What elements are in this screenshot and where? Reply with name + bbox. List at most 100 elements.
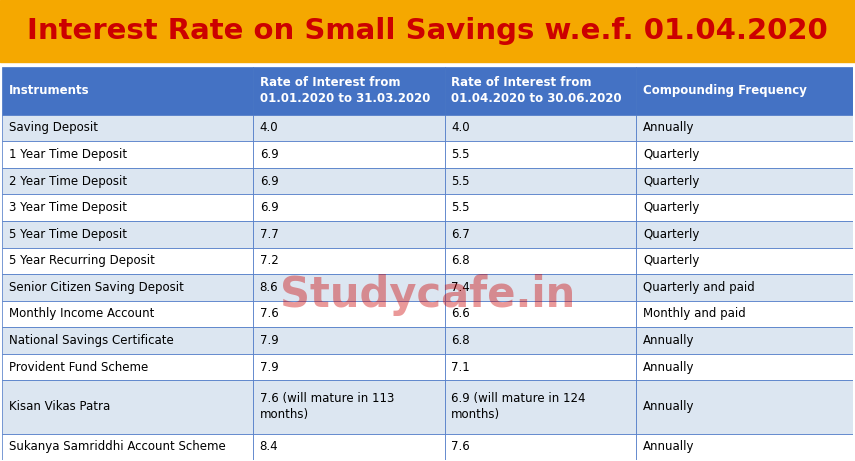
Text: Interest Rate on Small Savings w.e.f. 01.04.2020: Interest Rate on Small Savings w.e.f. 01… bbox=[27, 17, 828, 45]
Text: Saving Deposit: Saving Deposit bbox=[9, 121, 97, 135]
Bar bbox=[636, 221, 853, 248]
Bar bbox=[253, 274, 445, 301]
Bar bbox=[2, 433, 253, 460]
Bar bbox=[445, 433, 636, 460]
Text: Quarterly: Quarterly bbox=[643, 201, 699, 214]
Text: Quarterly: Quarterly bbox=[643, 254, 699, 267]
Bar bbox=[253, 380, 445, 433]
Text: Provident Fund Scheme: Provident Fund Scheme bbox=[9, 361, 148, 373]
Text: 4.0: 4.0 bbox=[260, 121, 279, 135]
Bar bbox=[2, 354, 253, 380]
Text: Monthly Income Account: Monthly Income Account bbox=[9, 307, 154, 320]
Bar bbox=[2, 301, 253, 327]
Bar bbox=[2, 67, 253, 115]
Text: 5.5: 5.5 bbox=[451, 175, 470, 188]
Text: Annually: Annually bbox=[643, 440, 694, 453]
Text: 8.6: 8.6 bbox=[260, 281, 279, 294]
Bar bbox=[253, 248, 445, 274]
Bar bbox=[2, 115, 253, 141]
Text: 7.2: 7.2 bbox=[260, 254, 279, 267]
Bar bbox=[445, 327, 636, 354]
Bar bbox=[2, 168, 253, 195]
Text: 7.9: 7.9 bbox=[260, 361, 279, 373]
Text: 5 Year Time Deposit: 5 Year Time Deposit bbox=[9, 228, 127, 241]
Bar bbox=[445, 380, 636, 433]
Text: Senior Citizen Saving Deposit: Senior Citizen Saving Deposit bbox=[9, 281, 184, 294]
Bar bbox=[2, 274, 253, 301]
Bar bbox=[445, 115, 636, 141]
Text: Instruments: Instruments bbox=[9, 84, 89, 97]
Bar bbox=[445, 248, 636, 274]
Text: Rate of Interest from
01.01.2020 to 31.03.2020: Rate of Interest from 01.01.2020 to 31.0… bbox=[260, 76, 430, 105]
Bar bbox=[636, 327, 853, 354]
Text: 7.7: 7.7 bbox=[260, 228, 279, 241]
Text: 5.5: 5.5 bbox=[451, 148, 470, 161]
Bar bbox=[636, 248, 853, 274]
Bar bbox=[636, 115, 853, 141]
Bar bbox=[2, 380, 253, 433]
Text: 6.7: 6.7 bbox=[451, 228, 470, 241]
Text: Monthly and paid: Monthly and paid bbox=[643, 307, 746, 320]
Bar bbox=[445, 274, 636, 301]
Bar bbox=[636, 141, 853, 168]
Text: 7.9: 7.9 bbox=[260, 334, 279, 347]
Bar bbox=[636, 301, 853, 327]
Text: Sukanya Samriddhi Account Scheme: Sukanya Samriddhi Account Scheme bbox=[9, 440, 225, 453]
Text: 6.9: 6.9 bbox=[260, 148, 279, 161]
Text: Quarterly and paid: Quarterly and paid bbox=[643, 281, 755, 294]
Bar bbox=[253, 115, 445, 141]
Bar bbox=[445, 221, 636, 248]
Text: 7.6: 7.6 bbox=[260, 307, 279, 320]
Bar bbox=[2, 195, 253, 221]
Text: Quarterly: Quarterly bbox=[643, 175, 699, 188]
Bar bbox=[2, 248, 253, 274]
Text: Kisan Vikas Patra: Kisan Vikas Patra bbox=[9, 401, 109, 414]
Bar bbox=[253, 168, 445, 195]
Bar bbox=[2, 221, 253, 248]
Bar bbox=[253, 195, 445, 221]
Text: Quarterly: Quarterly bbox=[643, 148, 699, 161]
Text: 6.9: 6.9 bbox=[260, 201, 279, 214]
Text: 4.0: 4.0 bbox=[451, 121, 470, 135]
Bar bbox=[253, 327, 445, 354]
Text: 5 Year Recurring Deposit: 5 Year Recurring Deposit bbox=[9, 254, 155, 267]
Bar bbox=[636, 354, 853, 380]
Text: 6.9: 6.9 bbox=[260, 175, 279, 188]
Bar bbox=[636, 168, 853, 195]
Text: 3 Year Time Deposit: 3 Year Time Deposit bbox=[9, 201, 127, 214]
Text: Annually: Annually bbox=[643, 334, 694, 347]
Text: 6.8: 6.8 bbox=[451, 254, 470, 267]
Bar bbox=[636, 67, 853, 115]
Text: Rate of Interest from
01.04.2020 to 30.06.2020: Rate of Interest from 01.04.2020 to 30.0… bbox=[451, 76, 622, 105]
Bar bbox=[2, 141, 253, 168]
Bar bbox=[445, 67, 636, 115]
Bar bbox=[253, 354, 445, 380]
Bar bbox=[445, 195, 636, 221]
Bar bbox=[2, 327, 253, 354]
Text: Studycafe.in: Studycafe.in bbox=[280, 274, 575, 316]
Text: Annually: Annually bbox=[643, 401, 694, 414]
Text: 7.4: 7.4 bbox=[451, 281, 470, 294]
Text: 7.6: 7.6 bbox=[451, 440, 470, 453]
Text: Annually: Annually bbox=[643, 361, 694, 373]
Text: 5.5: 5.5 bbox=[451, 201, 470, 214]
Text: 8.4: 8.4 bbox=[260, 440, 279, 453]
Bar bbox=[253, 433, 445, 460]
Text: 7.1: 7.1 bbox=[451, 361, 470, 373]
Text: 7.6 (will mature in 113
months): 7.6 (will mature in 113 months) bbox=[260, 392, 394, 421]
Text: 6.9 (will mature in 124
months): 6.9 (will mature in 124 months) bbox=[451, 392, 586, 421]
Bar bbox=[636, 433, 853, 460]
Bar bbox=[636, 195, 853, 221]
Bar bbox=[445, 168, 636, 195]
Bar bbox=[445, 141, 636, 168]
Text: 2 Year Time Deposit: 2 Year Time Deposit bbox=[9, 175, 127, 188]
Text: National Savings Certificate: National Savings Certificate bbox=[9, 334, 174, 347]
Bar bbox=[253, 67, 445, 115]
Text: 1 Year Time Deposit: 1 Year Time Deposit bbox=[9, 148, 127, 161]
Text: 6.8: 6.8 bbox=[451, 334, 470, 347]
Bar bbox=[445, 354, 636, 380]
Text: Quarterly: Quarterly bbox=[643, 228, 699, 241]
Text: 6.6: 6.6 bbox=[451, 307, 470, 320]
Bar bbox=[636, 380, 853, 433]
Bar bbox=[253, 141, 445, 168]
